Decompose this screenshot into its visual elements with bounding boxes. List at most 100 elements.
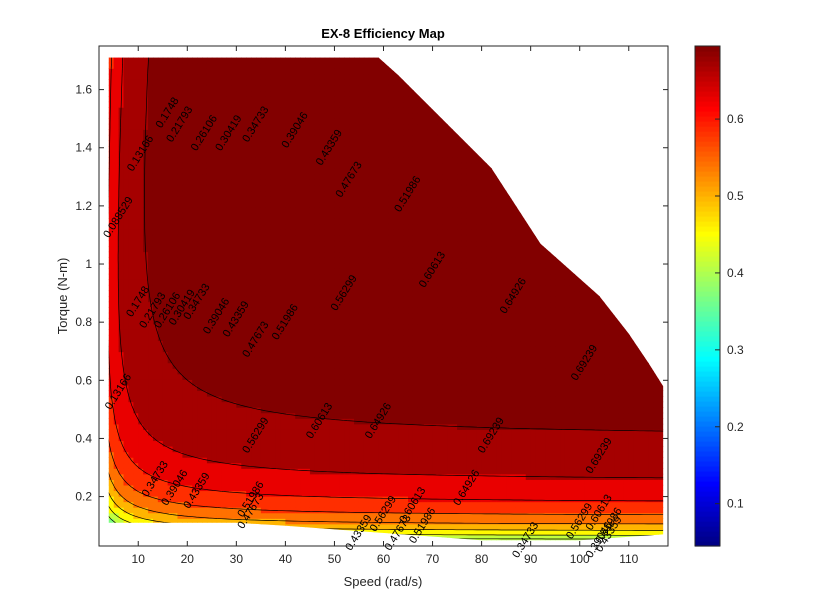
efficiency-cell [358,146,365,153]
efficiency-cell [241,257,247,264]
efficiency-cell [192,84,198,92]
efficiency-cell [255,257,262,264]
efficiency-cell [334,173,340,180]
efficiency-cell [241,323,247,330]
efficiency-cell [290,451,296,458]
efficiency-cell [118,501,125,508]
efficiency-cell [192,434,198,442]
efficiency-cell [309,268,316,275]
efficiency-cell [275,468,282,475]
efficiency-cell [334,62,340,69]
efficiency-cell [251,240,257,247]
efficiency-cell [280,518,286,525]
efficiency-cell [211,62,218,69]
efficiency-cell [118,273,125,280]
efficiency-cell [182,357,188,364]
efficiency-cell [329,184,336,192]
efficiency-cell [123,140,130,147]
efficiency-cell [270,184,277,192]
efficiency-cell [334,373,340,380]
efficiency-cell [305,396,311,403]
efficiency-cell [358,429,365,436]
efficiency-cell [260,90,267,97]
efficiency-cell [265,340,272,347]
efficiency-cell [260,140,267,147]
efficiency-cell [354,234,360,242]
efficiency-cell [216,334,223,342]
efficiency-cell [339,229,345,236]
efficiency-cell [285,57,291,64]
efficiency-cell [216,162,223,169]
efficiency-cell [172,490,179,497]
efficiency-cell [270,462,277,469]
efficiency-cell [339,118,345,125]
efficiency-cell [329,229,336,236]
efficiency-cell [319,57,326,64]
efficiency-cell [187,157,193,164]
efficiency-cell [202,62,208,69]
efficiency-cell [241,157,247,164]
efficiency-cell [108,201,115,208]
efficiency-cell [319,134,326,142]
efficiency-cell [197,412,203,419]
efficiency-cell [246,229,252,236]
efficiency-cell [329,123,336,130]
efficiency-cell [123,168,130,175]
efficiency-cell [197,257,203,264]
efficiency-cell [275,284,282,292]
efficiency-cell [344,73,350,80]
efficiency-cell [187,362,193,369]
efficiency-cell [236,279,242,286]
efficiency-cell [211,284,218,292]
efficiency-cell [172,384,179,392]
efficiency-cell [221,318,228,325]
efficiency-cell [177,296,183,303]
efficiency-cell [339,312,345,319]
efficiency-cell [143,312,149,319]
efficiency-cell [319,523,326,530]
efficiency-cell [260,318,267,325]
efficiency-cell [275,257,282,264]
efficiency-cell [329,468,336,475]
efficiency-cell [314,512,321,519]
efficiency-cell [251,296,257,303]
efficiency-cell [202,296,208,303]
efficiency-cell [324,418,331,425]
efficiency-cell [309,201,316,208]
efficiency-cell [358,418,365,425]
efficiency-cell [221,207,228,214]
efficiency-cell [349,96,355,103]
efficiency-cell [172,340,179,347]
efficiency-cell [358,273,365,280]
efficiency-cell [133,257,139,264]
efficiency-cell [363,396,370,403]
efficiency-cell [231,173,237,180]
efficiency-cell [295,401,301,408]
efficiency-cell [152,157,159,164]
efficiency-cell [138,334,144,342]
efficiency-cell [285,240,291,247]
efficiency-cell [167,179,174,186]
efficiency-cell [314,368,321,375]
efficiency-cell [275,273,282,280]
efficiency-cell [290,473,296,480]
efficiency-cell [226,112,233,119]
efficiency-cell [255,379,262,386]
efficiency-cell [236,146,242,153]
efficiency-cell [251,173,257,180]
efficiency-cell [152,429,159,436]
efficiency-cell [162,501,169,508]
efficiency-cell [305,229,311,236]
efficiency-cell [192,190,198,197]
efficiency-cell [246,407,252,414]
efficiency-cell [251,307,257,314]
efficiency-cell [113,307,120,314]
efficiency-cell [265,351,272,358]
efficiency-cell [162,379,169,386]
efficiency-cell [324,457,331,464]
efficiency-cell [358,401,365,408]
efficiency-cell [138,446,144,453]
efficiency-cell [152,262,159,269]
efficiency-cell [260,134,267,142]
efficiency-cell [314,251,321,258]
